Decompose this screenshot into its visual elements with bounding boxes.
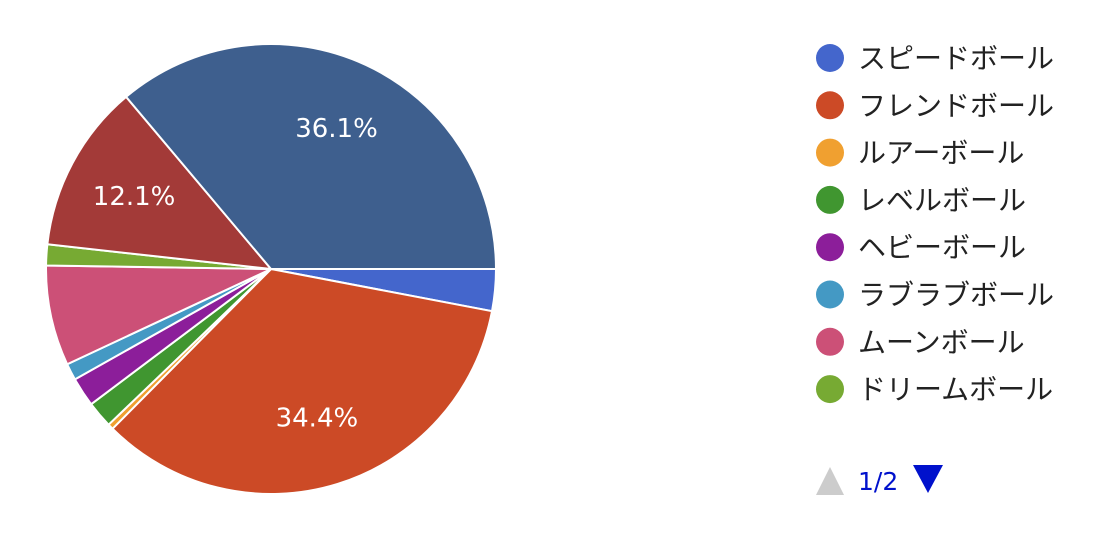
legend-label: ラブラブボール: [858, 279, 1054, 312]
legend-label: スピードボール: [858, 42, 1054, 75]
legend-swatch: [816, 138, 844, 167]
pie-data-labels: 34.4% 12.1% 36.1%: [93, 114, 378, 433]
legend-label: レベルボール: [858, 184, 1026, 217]
pie-slice[interactable]: [111, 267, 494, 495]
pie-data-label: 34.4%: [276, 403, 359, 433]
legend-swatch: [816, 327, 844, 356]
legend-item[interactable]: レベルボール: [816, 184, 1026, 217]
legend-item[interactable]: スピードボール: [816, 42, 1054, 75]
legend-swatch: [816, 233, 844, 262]
pie-slice[interactable]: [124, 43, 498, 270]
pie-data-label: 36.1%: [295, 114, 378, 144]
legend-label: ドリームボール: [858, 373, 1053, 406]
legend-item[interactable]: ムーンボール: [816, 326, 1025, 359]
legend-item[interactable]: ヘビーボール: [816, 231, 1026, 264]
legend-prev-page-button[interactable]: [816, 467, 844, 495]
legend-item[interactable]: フレンドボール: [816, 89, 1054, 122]
legend: スピードボールフレンドボールルアーボールレベルボールヘビーボールラブラブボールム…: [816, 42, 1054, 406]
legend-pager: 1/2: [816, 465, 943, 496]
legend-label: ムーンボール: [858, 326, 1025, 359]
legend-swatch: [816, 44, 844, 72]
pie-slices: [45, 43, 498, 495]
pie-data-label: 12.1%: [93, 182, 176, 212]
legend-page-indicator: 1/2: [858, 467, 898, 496]
legend-swatch: [816, 185, 844, 214]
legend-swatch: [816, 91, 844, 120]
legend-item[interactable]: ドリームボール: [816, 373, 1053, 406]
legend-swatch: [816, 375, 844, 404]
legend-label: フレンドボール: [858, 89, 1054, 122]
pie-slice[interactable]: [46, 95, 274, 271]
legend-swatch: [816, 280, 844, 309]
legend-item[interactable]: ラブラブボール: [816, 279, 1054, 312]
legend-label: ルアーボール: [858, 137, 1024, 170]
legend-next-page-button[interactable]: [913, 465, 943, 493]
pie-slice[interactable]: [45, 264, 272, 366]
legend-label: ヘビーボール: [858, 231, 1026, 264]
legend-item[interactable]: ルアーボール: [816, 137, 1024, 170]
